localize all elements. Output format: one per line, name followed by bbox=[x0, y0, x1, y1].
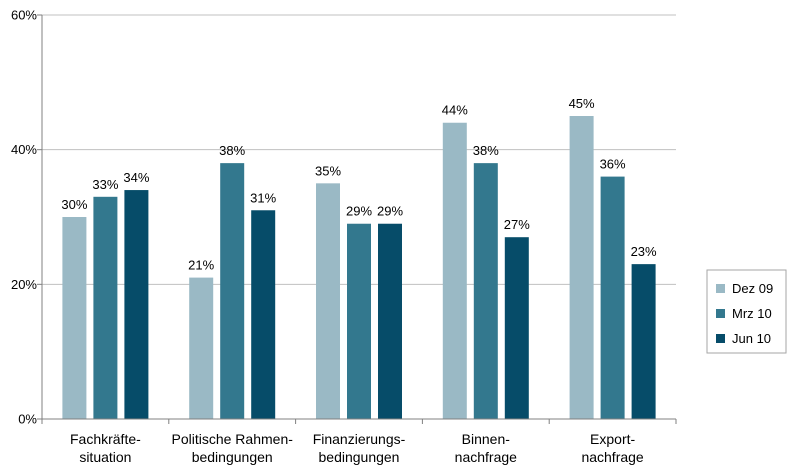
category-label: nachfrage bbox=[581, 449, 643, 465]
bar bbox=[378, 223, 402, 419]
y-tick-label: 60% bbox=[11, 8, 37, 23]
bar bbox=[442, 122, 467, 419]
data-label: 35% bbox=[315, 163, 341, 178]
data-label: 33% bbox=[92, 177, 118, 192]
data-label: 34% bbox=[123, 170, 149, 185]
bar bbox=[631, 264, 656, 419]
data-label: 44% bbox=[442, 103, 468, 118]
data-label: 21% bbox=[188, 258, 214, 273]
data-label: 31% bbox=[250, 190, 276, 205]
category-label: Politische Rahmen- bbox=[172, 431, 294, 447]
data-label: 30% bbox=[61, 197, 87, 212]
y-tick-label: 0% bbox=[18, 412, 37, 427]
bar bbox=[189, 277, 214, 419]
category-label: Export- bbox=[590, 431, 635, 447]
axes bbox=[41, 15, 677, 424]
data-label: 23% bbox=[631, 244, 657, 259]
legend: Dez 09 Mrz 10 Jun 10 bbox=[706, 269, 787, 354]
bar bbox=[316, 183, 340, 419]
data-label: 38% bbox=[219, 143, 245, 158]
category-label: nachfrage bbox=[455, 449, 517, 465]
bar bbox=[504, 237, 529, 419]
legend-swatch bbox=[716, 334, 725, 343]
bar bbox=[62, 217, 87, 419]
bar bbox=[251, 210, 276, 419]
bar bbox=[93, 196, 118, 419]
category-label: Finanzierungs- bbox=[313, 431, 406, 447]
bar bbox=[473, 163, 498, 419]
legend-label: Jun 10 bbox=[732, 331, 771, 346]
category-label: situation bbox=[79, 449, 131, 465]
legend-label: Mrz 10 bbox=[732, 306, 772, 321]
data-label: 45% bbox=[569, 96, 595, 111]
category-label: bedingungen bbox=[192, 449, 273, 465]
data-label: 29% bbox=[346, 204, 372, 219]
bar bbox=[600, 176, 625, 419]
category-label: Binnen- bbox=[462, 431, 511, 447]
legend-label: Dez 09 bbox=[732, 281, 773, 296]
y-tick-label: 20% bbox=[11, 277, 37, 292]
legend-swatch bbox=[716, 309, 725, 318]
category-label: bedingungen bbox=[319, 449, 400, 465]
bar bbox=[124, 190, 149, 419]
data-label: 27% bbox=[504, 217, 530, 232]
data-label: 38% bbox=[473, 143, 499, 158]
data-labels: 30% 21% 35% 44% 45% 33% 38% 29% 38% 36% 34% 31% 29% 2… bbox=[61, 96, 657, 273]
bars bbox=[62, 116, 656, 419]
category-labels: Fachkräfte-situation Politische Rahmen-be… bbox=[70, 431, 644, 465]
legend-swatch bbox=[716, 284, 725, 293]
bar bbox=[347, 223, 371, 419]
data-label: 29% bbox=[377, 204, 403, 219]
data-label: 36% bbox=[600, 157, 626, 172]
category-label: Fachkräfte- bbox=[70, 431, 141, 447]
bar bbox=[220, 163, 245, 419]
y-axis-ticks: 0% 20% 40% 60% bbox=[11, 8, 42, 427]
bar bbox=[569, 116, 594, 419]
y-tick-label: 40% bbox=[11, 142, 37, 157]
